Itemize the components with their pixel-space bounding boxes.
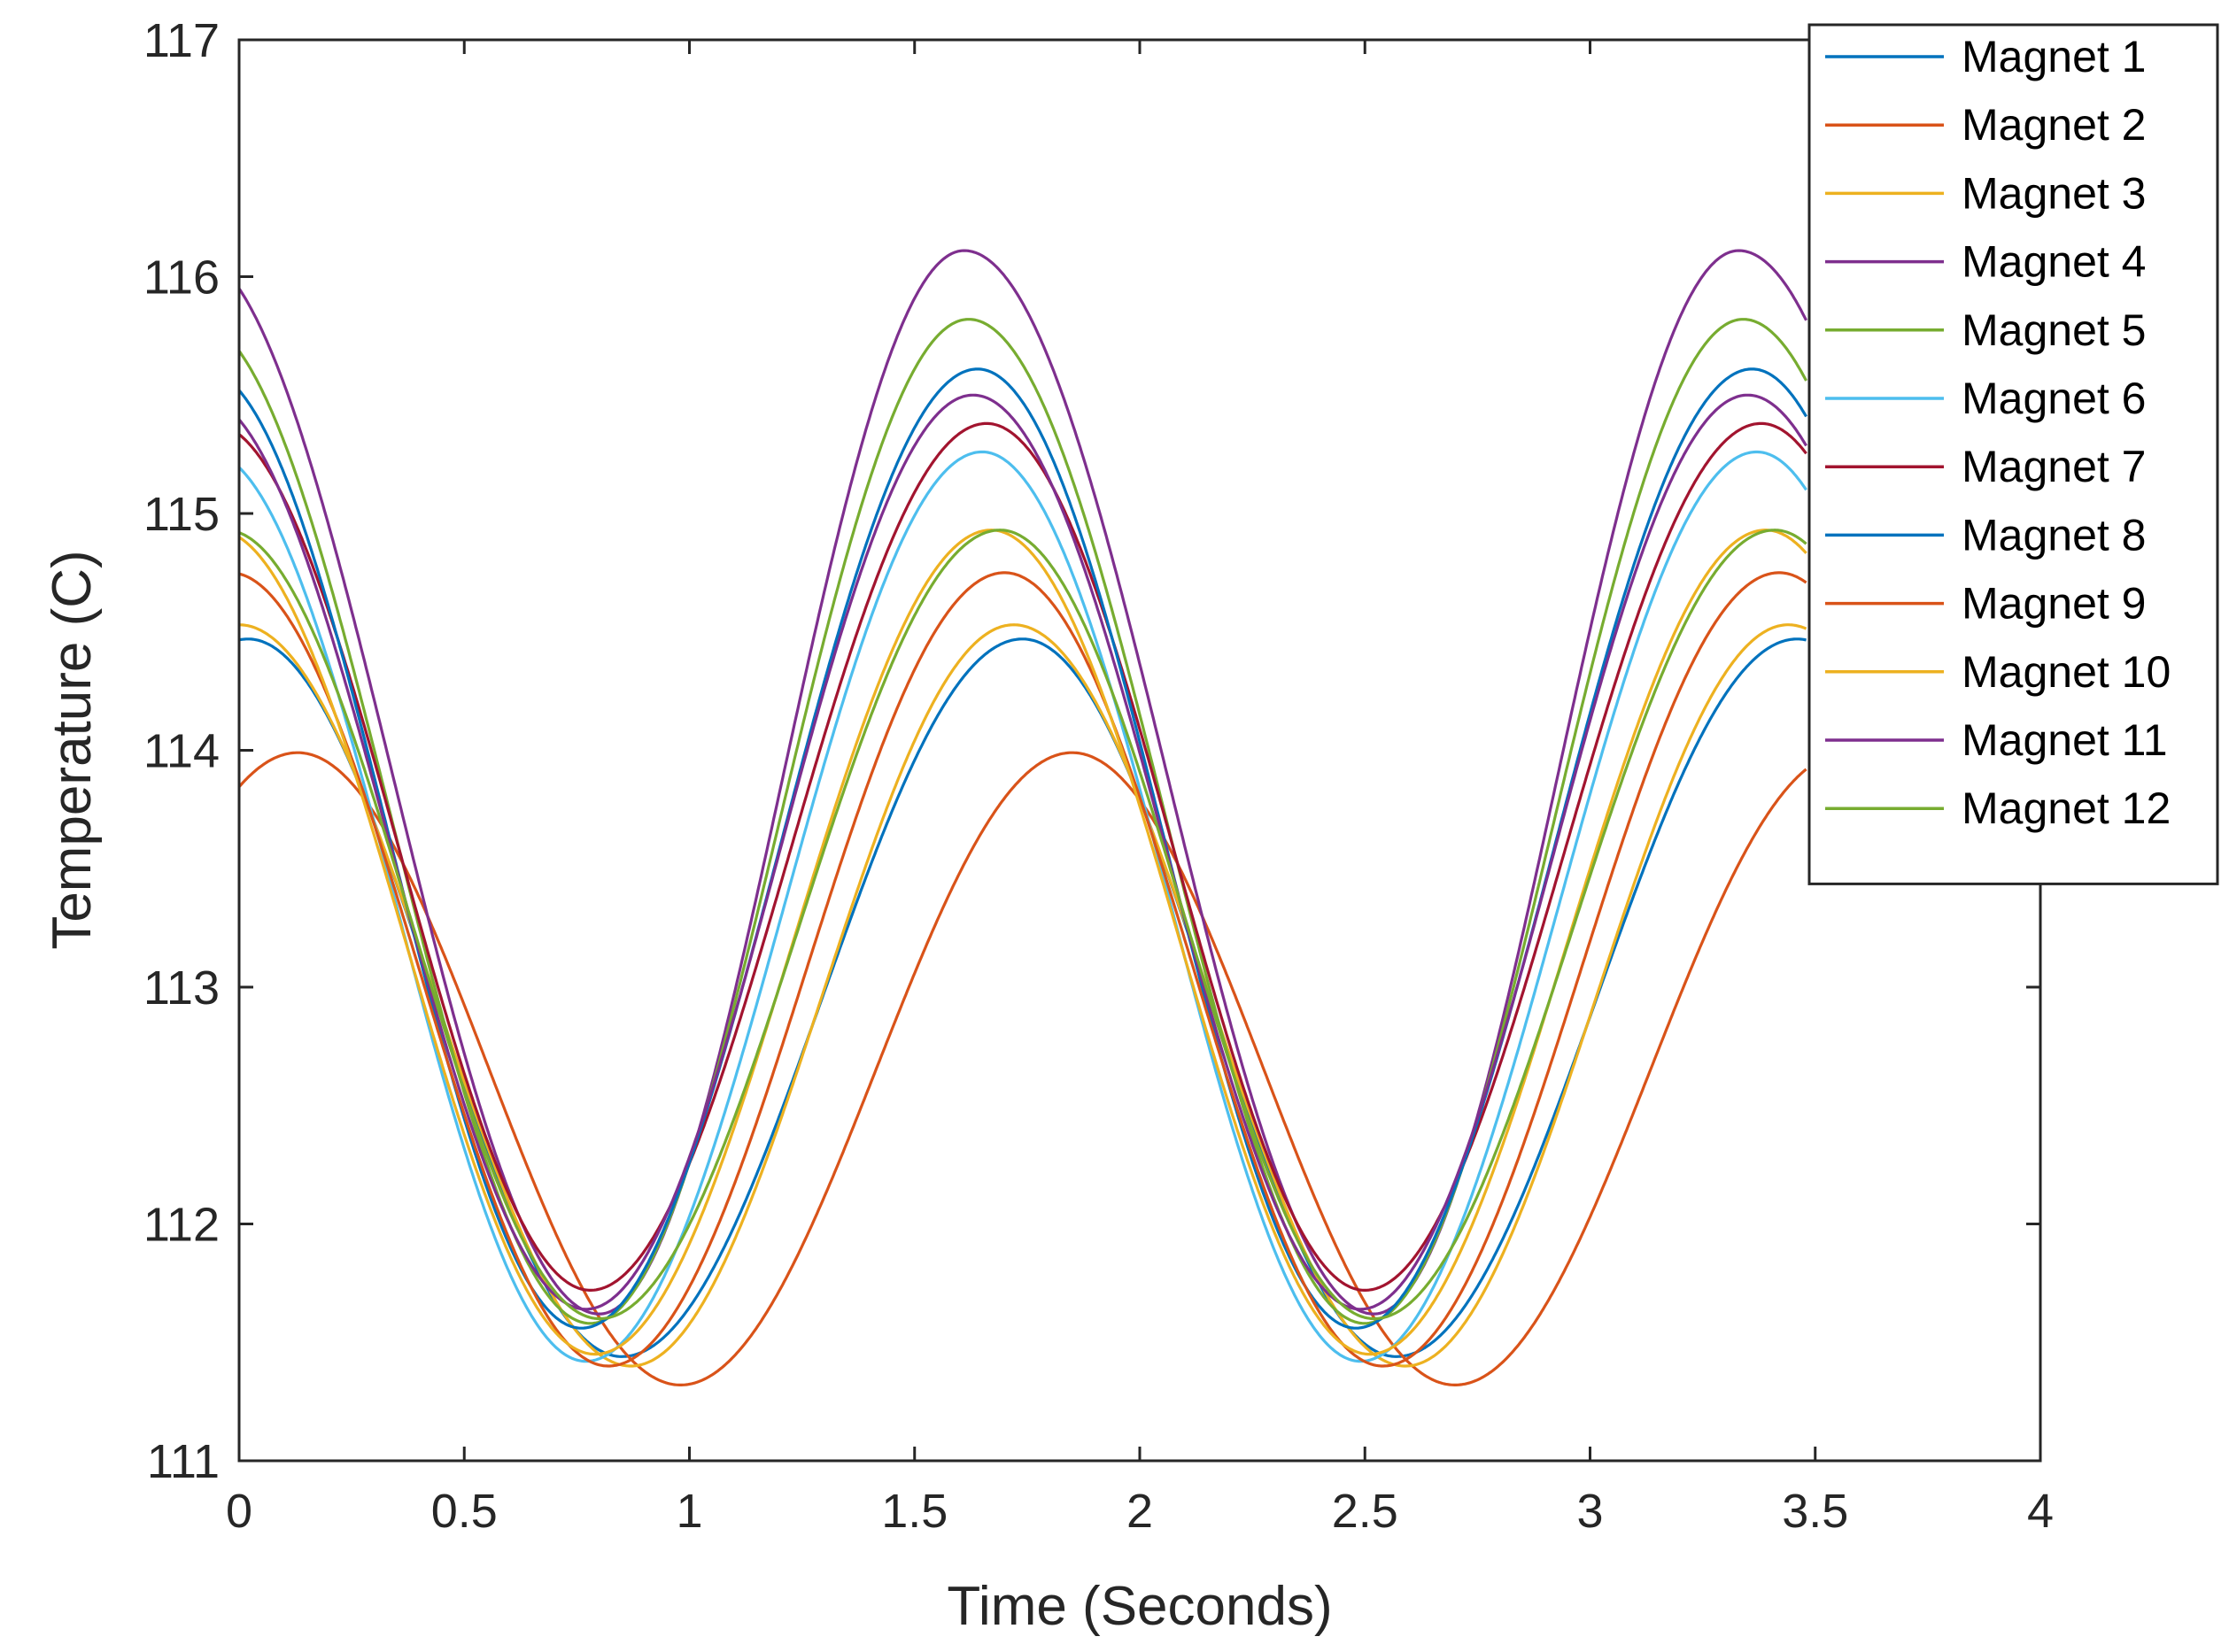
legend-label-magnet-6: Magnet 6 (1962, 374, 2146, 423)
legend-label-magnet-11: Magnet 11 (1962, 715, 2168, 765)
y-tick-label: 114 (143, 725, 220, 778)
tick-layer: 0 0.5 1 1.5 2 2.5 3 3.5 4 111 112 113 114 115 116 117 (143, 14, 2054, 1538)
series-line-magnet-1 (239, 637, 1807, 1358)
x-tick-label: 2 (1126, 1485, 1153, 1538)
series-line-magnet-11 (239, 393, 1807, 1311)
legend-label-magnet-3: Magnet 3 (1962, 168, 2146, 218)
legend-label-magnet-4: Magnet 4 (1962, 237, 2146, 287)
x-tick-label: 2.5 (1332, 1485, 1398, 1538)
x-tick-label: 0.5 (431, 1485, 498, 1538)
series-line-magnet-2 (239, 751, 1807, 1386)
y-tick-label: 115 (143, 488, 220, 541)
legend-label-magnet-8: Magnet 8 (1962, 510, 2146, 560)
legend-label-magnet-7: Magnet 7 (1962, 442, 2146, 491)
legend-label-magnet-1: Magnet 1 (1962, 32, 2146, 81)
series-line-magnet-12 (239, 529, 1807, 1321)
series-line-magnet-3 (239, 623, 1807, 1368)
series-line-magnet-4 (239, 249, 1808, 1316)
legend: Magnet 1 Magnet 2 Magnet 3 Magnet 4 Magnet 5… (1807, 23, 2219, 885)
y-tick-label: 116 (143, 251, 220, 305)
legend-label-magnet-12: Magnet 12 (1962, 784, 2171, 833)
x-tick-label: 4 (2027, 1485, 2054, 1538)
y-tick-label: 111 (147, 1435, 220, 1488)
series-layer (239, 249, 1808, 1386)
series-line-magnet-7 (239, 421, 1807, 1292)
x-tick-label: 3 (1576, 1485, 1603, 1538)
y-tick-label: 112 (143, 1199, 220, 1252)
legend-label-magnet-9: Magnet 9 (1962, 579, 2146, 629)
x-axis-label: Time (Seconds) (947, 1576, 1332, 1637)
legend-label-magnet-5: Magnet 5 (1962, 305, 2146, 355)
x-tick-label: 1 (676, 1485, 702, 1538)
legend-label-magnet-10: Magnet 10 (1962, 647, 2171, 697)
series-line-magnet-6 (239, 450, 1807, 1363)
x-tick-label: 0 (226, 1485, 252, 1538)
x-tick-label: 3.5 (1782, 1485, 1848, 1538)
y-tick-label: 113 (143, 961, 220, 1015)
y-axis-label: Temperature (C) (42, 550, 103, 949)
y-tick-label: 117 (143, 14, 220, 67)
legend-label-magnet-2: Magnet 2 (1962, 100, 2146, 150)
series-line-magnet-9 (239, 571, 1807, 1368)
x-tick-label: 1.5 (881, 1485, 948, 1538)
